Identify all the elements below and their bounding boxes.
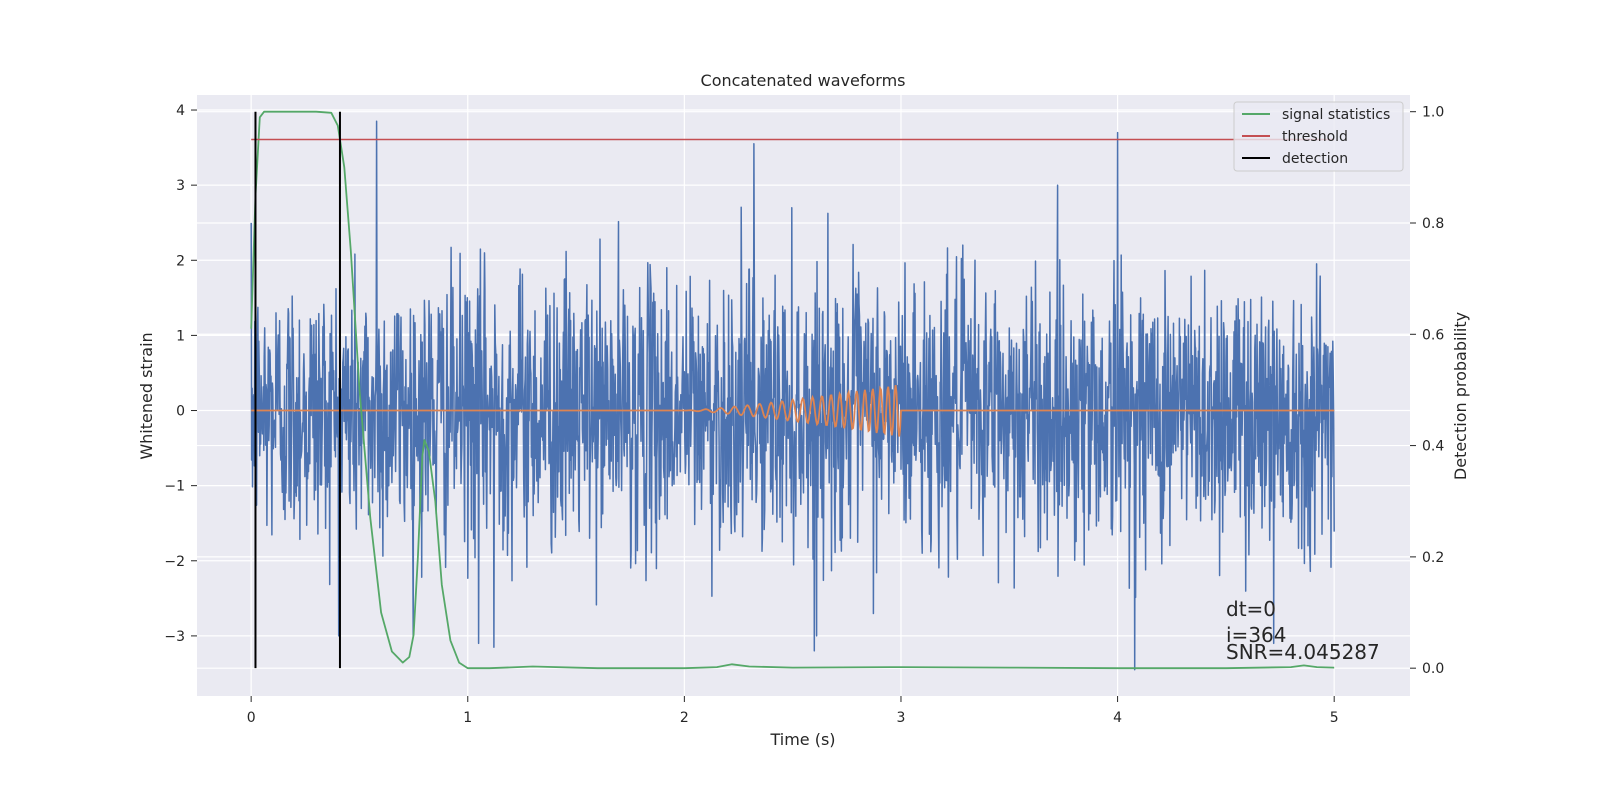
y-left-tick-label-2: −1 <box>164 479 185 495</box>
y-right-tick-label-1: 0.2 <box>1422 550 1444 566</box>
series-lines <box>250 110 1335 671</box>
y-left-tick-label-1: −2 <box>164 554 185 570</box>
legend-box <box>1233 101 1404 172</box>
legend-label-signal-statistics: signal statistics <box>1282 107 1390 123</box>
y-left-tick-label-6: 3 <box>176 178 185 194</box>
x-tick-label-3: 3 <box>897 710 906 726</box>
y-left-tick-label-0: −3 <box>164 629 185 645</box>
y-right-tick-label-2: 0.4 <box>1422 439 1444 455</box>
y-left-tick-label-4: 1 <box>176 328 185 344</box>
series-signal-statistics-line <box>250 110 1335 670</box>
series-whitened-strain-line <box>250 120 1335 671</box>
annotation-snr: SNR=4.045287 <box>1226 640 1380 664</box>
y-right-tick-label-3: 0.6 <box>1422 327 1444 343</box>
y-left-tick-label-5: 2 <box>176 253 185 269</box>
x-tick-label-0: 0 <box>247 710 256 726</box>
chart-title: Concatenated waveforms <box>701 71 906 90</box>
legend-label-threshold: threshold <box>1282 129 1348 145</box>
y-right-tick-label-4: 0.8 <box>1422 216 1444 232</box>
series-chirp-line <box>251 384 1335 437</box>
x-tick-label-2: 2 <box>680 710 689 726</box>
x-tick-label-5: 5 <box>1330 710 1339 726</box>
x-tick-label-1: 1 <box>463 710 472 726</box>
legend: signal statistics threshold detection <box>1233 101 1404 172</box>
x-axis-label: Time (s) <box>769 730 835 749</box>
y-right-tick-label-5: 1.0 <box>1422 105 1444 121</box>
annotation-index: i=364 <box>1226 623 1287 647</box>
legend-label-detection: detection <box>1282 151 1348 167</box>
y-left-tick-label-3: 0 <box>176 404 185 420</box>
y-axis-label-right: Detection probability <box>1451 312 1470 480</box>
y-right-tick-label-0: 0.0 <box>1422 661 1444 677</box>
x-tick-label-4: 4 <box>1113 710 1122 726</box>
axis-ticks: 0 1 2 3 4 5 −3 −2 −1 0 1 2 3 4 0.0 0.2 0.4 0.6 0.8 1.0 <box>164 103 1444 726</box>
y-axis-label-left: Whitened strain <box>137 332 156 459</box>
annotation-dt: dt=0 <box>1226 597 1276 621</box>
y-left-tick-label-7: 4 <box>176 103 185 119</box>
